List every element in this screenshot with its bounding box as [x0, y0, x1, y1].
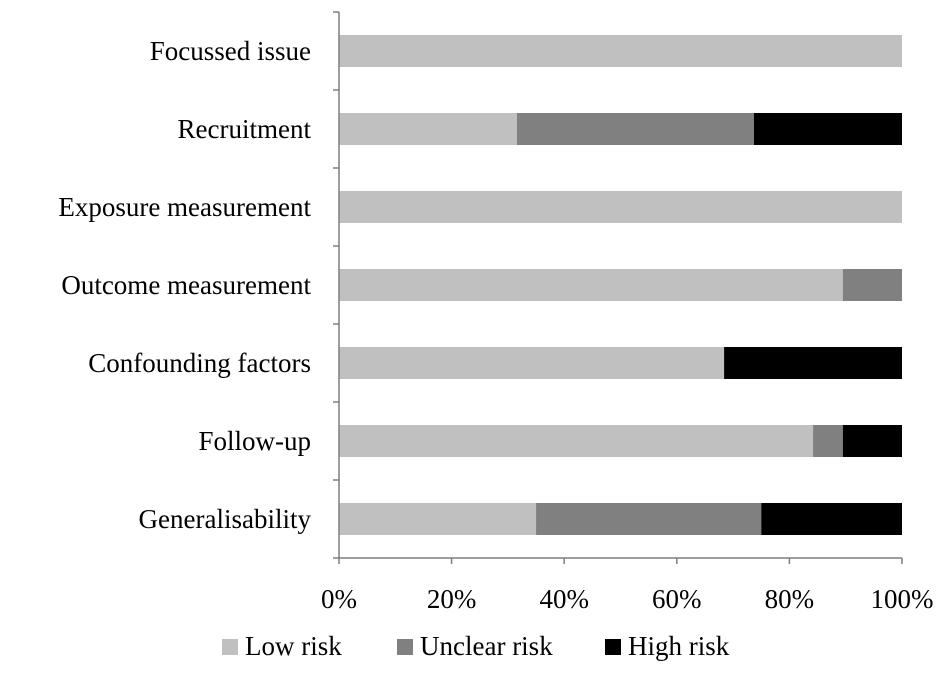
x-tick-label-40pct: 40%	[539, 584, 589, 614]
bar-follow-up-low-risk	[339, 425, 814, 457]
x-tick-label-100pct: 100%	[871, 584, 934, 614]
x-tick-label-80pct: 80%	[765, 584, 815, 614]
x-tick-label-20pct: 20%	[427, 584, 477, 614]
bar-recruitment-low-risk	[339, 113, 517, 145]
bar-outcome-measurement-low-risk	[339, 269, 843, 301]
legend-swatch-unclear-risk	[397, 639, 413, 655]
legend-swatch-low-risk	[222, 639, 238, 655]
legend-label-low-risk: Low risk	[245, 631, 342, 661]
bar-generalisability-unclear-risk	[536, 503, 762, 535]
bar-exposure-measurement-low-risk	[339, 191, 902, 223]
category-label-confounding-factors: Confounding factors	[88, 348, 311, 378]
bar-follow-up-unclear-risk	[813, 425, 843, 457]
x-tick-label-0pct: 0%	[321, 584, 357, 614]
category-labels: Focussed issue Recruitment Exposure measur…	[58, 36, 311, 534]
x-tick-labels: 0% 20% 40% 60% 80% 100%	[321, 584, 934, 614]
category-label-exposure-measurement: Exposure measurement	[58, 192, 311, 222]
x-tick-label-60pct: 60%	[652, 584, 702, 614]
bar-generalisability-high-risk	[761, 503, 902, 535]
category-label-follow-up: Follow-up	[198, 426, 311, 456]
legend: Low risk Unclear risk High risk	[222, 631, 730, 661]
bar-confounding-factors-low-risk	[339, 347, 725, 379]
bar-outcome-measurement-unclear-risk	[842, 269, 902, 301]
bar-generalisability-low-risk	[339, 503, 537, 535]
legend-swatch-high-risk	[605, 639, 621, 655]
category-label-recruitment: Recruitment	[178, 114, 312, 144]
axes-group	[333, 11, 903, 564]
bars-group	[339, 35, 902, 535]
bar-recruitment-unclear-risk	[516, 113, 754, 145]
category-label-generalisability: Generalisability	[139, 504, 312, 534]
category-label-outcome-measurement: Outcome measurement	[61, 270, 311, 300]
bar-follow-up-high-risk	[842, 425, 902, 457]
category-label-focussed-issue: Focussed issue	[150, 36, 311, 66]
legend-label-unclear-risk: Unclear risk	[420, 631, 553, 661]
bar-recruitment-high-risk	[753, 113, 902, 145]
bar-confounding-factors-high-risk	[724, 347, 902, 379]
bar-focussed-issue-low-risk	[339, 35, 902, 67]
legend-label-high-risk: High risk	[628, 631, 730, 661]
